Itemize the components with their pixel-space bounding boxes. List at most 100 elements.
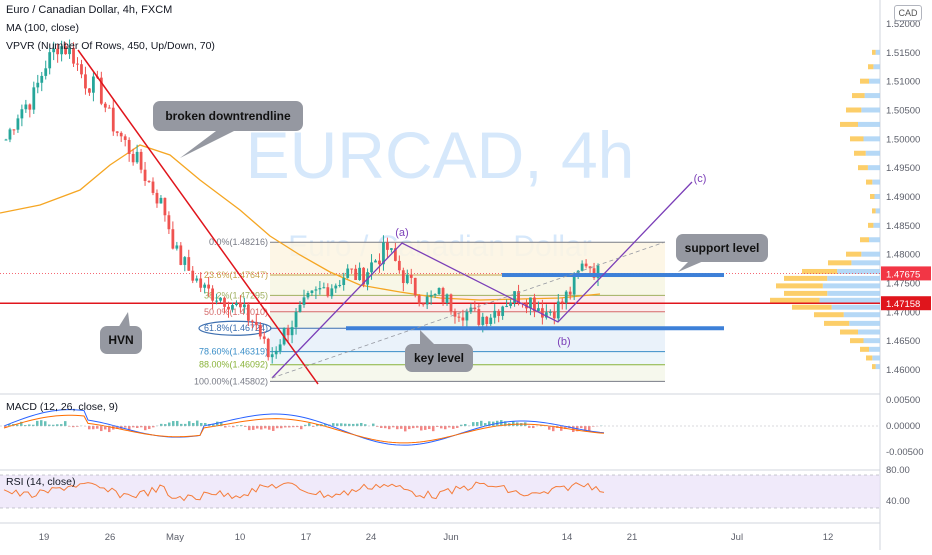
candle-body: [326, 287, 329, 296]
macd-histogram-bar: [464, 424, 467, 426]
candle-body: [557, 302, 560, 319]
macd-histogram-bar: [188, 421, 191, 426]
price-tick-label: 1.49000: [886, 192, 920, 203]
candle-body: [207, 285, 210, 289]
candle-body: [322, 287, 325, 288]
candle-body: [466, 312, 469, 321]
candle-body: [17, 118, 20, 129]
candle-body: [116, 131, 119, 132]
candle-body: [434, 294, 437, 295]
candle-body: [24, 104, 27, 109]
macd-histogram-bar: [560, 426, 563, 431]
macd-histogram-bar: [144, 426, 147, 430]
candle-body: [215, 301, 218, 302]
macd-histogram-bar: [340, 423, 343, 426]
candle-body: [501, 307, 504, 316]
macd-histogram-bar: [408, 426, 411, 429]
candle-body: [187, 257, 190, 271]
candle-body: [279, 344, 282, 350]
candle-body: [20, 109, 23, 118]
candle-body: [477, 309, 480, 325]
candle-body: [231, 305, 234, 309]
candle-body: [88, 88, 91, 92]
volume-profile-bar: [792, 305, 832, 310]
volume-profile-bar: [866, 355, 872, 360]
candle-body: [259, 325, 262, 337]
candle-body: [136, 152, 139, 162]
volume-profile-bar: [852, 93, 865, 98]
candle-body: [402, 270, 405, 283]
volume-profile-bar: [868, 64, 873, 69]
volume-profile-bar: [832, 305, 880, 310]
macd-histogram-bar: [256, 426, 259, 429]
macd-histogram-bar: [356, 424, 359, 426]
macd-histogram-bar: [248, 426, 251, 430]
volume-profile-bar: [823, 283, 880, 288]
price-tick-label: 1.48000: [886, 250, 920, 261]
macd-histogram-bar: [348, 424, 351, 426]
macd-histogram-bar: [532, 426, 535, 428]
macd-histogram-bar: [352, 424, 355, 426]
currency-button[interactable]: CAD: [894, 5, 922, 21]
time-tick-label: 14: [562, 532, 573, 543]
macd-histogram-bar: [512, 421, 515, 426]
macd-histogram-bar: [276, 426, 279, 428]
candle-body: [374, 261, 377, 263]
candle-body: [164, 198, 167, 215]
candle-body: [144, 170, 147, 181]
time-tick-label: 24: [366, 532, 377, 543]
macd-histogram-bar: [172, 421, 175, 426]
fib-level-label: 50.0%(1.47010): [204, 307, 268, 317]
candle-body: [211, 289, 214, 301]
volume-profile-bar: [860, 237, 869, 242]
candle-body: [497, 311, 500, 316]
volume-profile-bar: [858, 165, 868, 170]
candle-body: [152, 182, 155, 193]
candle-body: [9, 129, 12, 139]
candle-body: [148, 181, 151, 182]
price-tick-label: 1.50500: [886, 106, 920, 117]
candle-body: [505, 306, 508, 307]
price-tick-label: 1.50000: [886, 134, 920, 145]
macd-histogram-bar: [472, 422, 475, 426]
macd-histogram-bar: [88, 426, 91, 429]
volume-profile-bar: [875, 194, 881, 199]
vpvr-legend: VPVR (Number Of Rows, 450, Up/Down, 70): [6, 40, 215, 52]
candle-body: [311, 291, 314, 293]
time-tick-label: Jun: [443, 532, 458, 543]
price-tick-label: 1.46500: [886, 336, 920, 347]
candle-body: [398, 261, 401, 270]
macd-histogram-bar: [264, 426, 267, 428]
macd-histogram-bar: [360, 423, 363, 426]
macd-legend: MACD (12, 26, close, 9): [6, 401, 118, 413]
candle-body: [299, 305, 302, 312]
volume-profile-bar: [876, 50, 880, 55]
candle-body: [553, 312, 556, 318]
candle-body: [295, 312, 298, 327]
wave-b-label: (b): [557, 336, 570, 348]
macd-histogram-bar: [180, 424, 183, 426]
candle-body: [140, 152, 143, 170]
rsi-tick-label: 40.00: [886, 496, 910, 507]
volume-profile-bar: [870, 194, 875, 199]
macd-histogram-bar: [44, 421, 47, 426]
price-tag-label: 1.47158: [886, 299, 920, 310]
macd-histogram-bar: [424, 426, 427, 430]
volume-profile-bar: [872, 50, 876, 55]
candle-body: [112, 108, 115, 132]
volume-profile-bar: [872, 355, 880, 360]
ma-legend: MA (100, close): [6, 22, 79, 34]
price-tick-label: 1.49500: [886, 163, 920, 174]
candle-body: [422, 304, 425, 305]
candle-body: [199, 278, 202, 287]
volume-profile-bar: [840, 330, 858, 335]
candle-body: [493, 311, 496, 318]
candle-body: [350, 269, 353, 270]
macd-histogram-bar: [336, 423, 339, 426]
candle-body: [287, 328, 290, 335]
candle-body: [251, 321, 254, 322]
macd-histogram-bar: [252, 426, 255, 430]
callout-text: key level: [414, 351, 464, 365]
